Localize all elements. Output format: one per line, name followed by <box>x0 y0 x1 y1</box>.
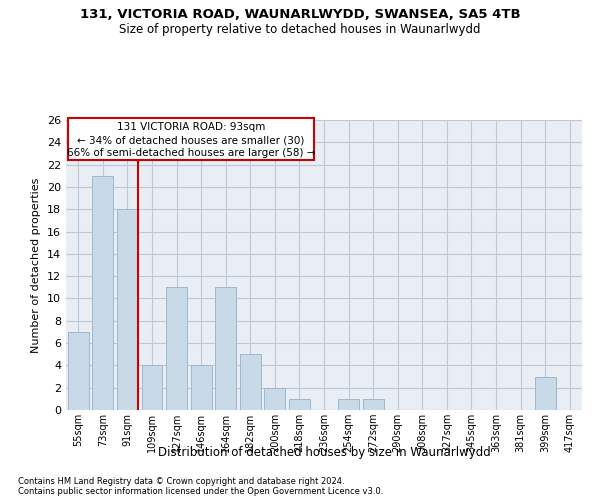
Bar <box>535 376 556 410</box>
Bar <box>240 354 261 410</box>
Bar <box>142 366 163 410</box>
Text: Contains HM Land Registry data © Crown copyright and database right 2024.: Contains HM Land Registry data © Crown c… <box>18 476 344 486</box>
Text: Contains public sector information licensed under the Open Government Licence v3: Contains public sector information licen… <box>18 486 383 496</box>
Text: 131, VICTORIA ROAD, WAUNARLWYDD, SWANSEA, SA5 4TB: 131, VICTORIA ROAD, WAUNARLWYDD, SWANSEA… <box>80 8 520 20</box>
Text: ← 34% of detached houses are smaller (30): ← 34% of detached houses are smaller (30… <box>77 135 305 145</box>
FancyBboxPatch shape <box>68 118 314 160</box>
Bar <box>215 288 236 410</box>
Text: Distribution of detached houses by size in Waunarlwydd: Distribution of detached houses by size … <box>158 446 490 459</box>
Bar <box>338 399 359 410</box>
Text: 66% of semi-detached houses are larger (58) →: 66% of semi-detached houses are larger (… <box>67 148 316 158</box>
Text: Size of property relative to detached houses in Waunarlwydd: Size of property relative to detached ho… <box>119 22 481 36</box>
Bar <box>362 399 383 410</box>
Bar <box>92 176 113 410</box>
Bar <box>68 332 89 410</box>
Text: 131 VICTORIA ROAD: 93sqm: 131 VICTORIA ROAD: 93sqm <box>117 122 265 132</box>
Bar <box>166 288 187 410</box>
Bar <box>117 209 138 410</box>
Bar <box>289 399 310 410</box>
Bar <box>191 366 212 410</box>
Bar <box>265 388 286 410</box>
Y-axis label: Number of detached properties: Number of detached properties <box>31 178 41 352</box>
